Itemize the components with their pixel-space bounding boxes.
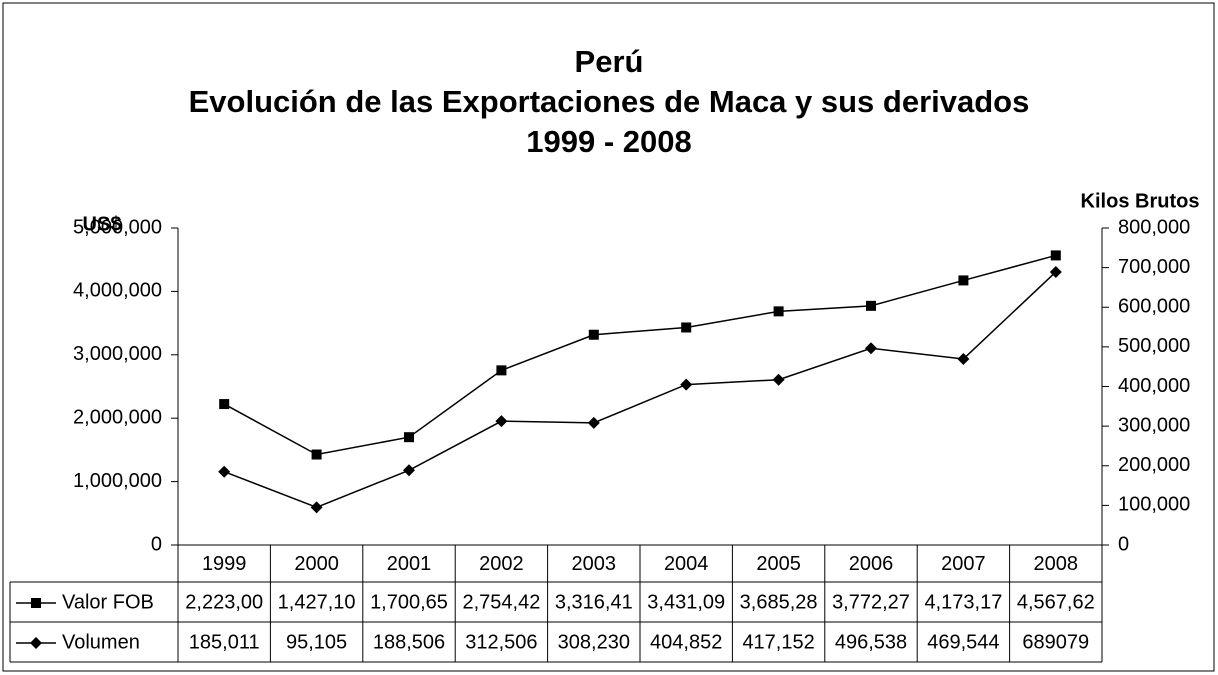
table-value: 3,685,28 xyxy=(740,591,818,613)
x-tick-label: 2001 xyxy=(387,553,432,575)
y2-tick-label: 300,000 xyxy=(1118,414,1190,436)
table-value: 2,223,00 xyxy=(185,591,263,613)
point xyxy=(218,465,231,478)
y2-axis-label: Kilos Brutos xyxy=(1081,190,1200,212)
point xyxy=(310,501,323,514)
point xyxy=(588,329,599,340)
y2-tick-label: 700,000 xyxy=(1118,256,1190,278)
chart-title: Perú Evolución de las Exportaciones de Ma… xyxy=(169,42,1049,162)
y2-tick-label: 200,000 xyxy=(1118,454,1190,476)
x-tick-label: 2005 xyxy=(756,553,801,575)
table-value: 188,506 xyxy=(373,631,445,653)
y2-tick-label: 0 xyxy=(1118,533,1129,555)
point xyxy=(958,275,969,286)
table-value: 312,506 xyxy=(465,631,537,653)
title-line: 1999 - 2008 xyxy=(526,124,692,159)
x-tick-label: 2002 xyxy=(479,553,524,575)
table-value: 689079 xyxy=(1022,631,1089,653)
x-tick-label: 2003 xyxy=(572,553,617,575)
point xyxy=(219,399,230,410)
point xyxy=(1050,250,1061,261)
y2-tick-label: 600,000 xyxy=(1118,296,1190,318)
x-tick-label: 2004 xyxy=(664,553,709,575)
table-value: 3,772,27 xyxy=(832,591,910,613)
legend-marker xyxy=(30,637,42,649)
series-line xyxy=(223,271,1057,509)
point xyxy=(403,464,415,477)
point xyxy=(680,378,693,391)
point xyxy=(496,365,507,376)
y-tick-label: 0 xyxy=(151,533,162,555)
title-line: Perú xyxy=(574,44,644,79)
table-value: 4,173,17 xyxy=(924,591,1002,613)
table-value: 1,700,65 xyxy=(370,591,448,613)
title-line: Evolución de las Exportaciones de Maca y… xyxy=(188,84,1030,119)
y-tick-label: 1,000,000 xyxy=(73,470,162,492)
x-tick-label: 2006 xyxy=(849,553,894,575)
point xyxy=(865,342,877,355)
x-tick-label: 2008 xyxy=(1034,553,1079,575)
legend-label: Volumen xyxy=(62,631,140,653)
table-value: 404,852 xyxy=(650,631,722,653)
table-value: 417,152 xyxy=(742,631,814,653)
x-tick-label: 1999 xyxy=(202,553,247,575)
y2-tick-label: 500,000 xyxy=(1118,335,1190,357)
table-value: 4,567,62 xyxy=(1017,591,1095,613)
table-value: 496,538 xyxy=(835,631,907,653)
legend-label: Valor FOB xyxy=(62,591,154,613)
table-value: 95,105 xyxy=(286,631,347,653)
y-tick-label: 4,000,000 xyxy=(73,280,162,302)
y-tick-label: 5,000,000 xyxy=(73,216,162,238)
x-tick-label: 2000 xyxy=(294,553,339,575)
point xyxy=(1049,265,1062,278)
table-value: 3,431,09 xyxy=(647,591,725,613)
legend-marker xyxy=(31,598,41,608)
y-axis-label: US$ xyxy=(83,213,122,235)
table-value: 469,544 xyxy=(927,631,999,653)
point xyxy=(957,352,970,365)
table-value: 3,316,41 xyxy=(555,591,633,613)
point xyxy=(681,322,692,333)
y2-tick-label: 100,000 xyxy=(1118,494,1190,516)
point xyxy=(311,449,322,460)
table-value: 185,011 xyxy=(189,631,260,653)
table-value: 308,230 xyxy=(558,631,630,653)
y2-tick-label: 400,000 xyxy=(1118,375,1190,397)
point xyxy=(404,432,414,443)
point xyxy=(495,415,508,428)
y-tick-label: 2,000,000 xyxy=(73,406,162,428)
table-value: 2,754,42 xyxy=(462,591,540,613)
y2-tick-label: 800,000 xyxy=(1118,216,1190,238)
point xyxy=(866,300,876,311)
x-tick-label: 2007 xyxy=(941,553,986,575)
y-tick-label: 3,000,000 xyxy=(73,343,162,365)
point xyxy=(772,373,785,386)
table-value: 1,427,10 xyxy=(278,591,356,613)
series-line xyxy=(223,254,1056,456)
point xyxy=(587,416,600,429)
point xyxy=(773,306,784,317)
